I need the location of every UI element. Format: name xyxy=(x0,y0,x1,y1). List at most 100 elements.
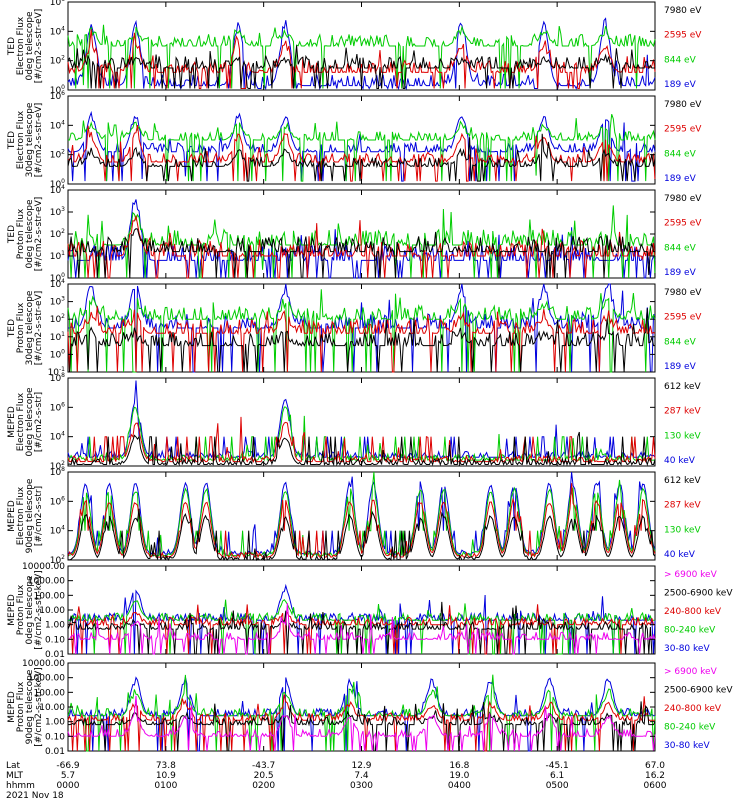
y-tick-base: 10 xyxy=(50,333,62,343)
y-axis-label-line: 0deg telescope xyxy=(25,11,35,81)
y-axis-label-line: [#/cm2-s-str] xyxy=(34,392,44,452)
legend-entry: > 6900 keV xyxy=(664,570,718,580)
y-tick-exponent: 4 xyxy=(61,25,65,32)
series-line-3 xyxy=(67,406,655,462)
x-tick-lat: -66.9 xyxy=(56,761,80,771)
y-tick-base: 10 xyxy=(50,433,62,443)
series-line-3 xyxy=(68,114,656,182)
y-tick-exponent: 4 xyxy=(61,431,65,438)
y-axis-label: MEPEDElectron Flux0deg telescope[#/cm2-s… xyxy=(7,387,44,457)
y-axis-label-line: Electron Flux xyxy=(16,486,26,545)
y-tick-base: 10 xyxy=(50,86,62,96)
legend-entry: 80-240 keV xyxy=(664,723,716,733)
y-tick-label: 1.00 xyxy=(45,621,65,631)
y-axis-label: TEDProton Flux30deg telescope[#/cm2-s-st… xyxy=(7,290,44,365)
x-tick-lat: 16.8 xyxy=(449,761,469,771)
legend-entry: 189 eV xyxy=(664,362,697,372)
y-axis-label-line: [#/cm2-s-str-keV] xyxy=(34,667,44,746)
x-tick-mlt: 6.1 xyxy=(550,771,564,781)
y-axis-label: MEPEDProton Flux0deg telescope[#/cm2-s-s… xyxy=(7,570,44,649)
x-tick-lat: 73.8 xyxy=(156,761,176,771)
y-tick-exponent: 4 xyxy=(61,184,65,191)
legend-entry: 287 keV xyxy=(664,501,701,511)
y-tick-base: 10 xyxy=(50,151,62,161)
legend-entry: 40 keV xyxy=(664,550,696,560)
series-line-4 xyxy=(67,471,656,556)
y-tick-label: 108 xyxy=(50,466,65,478)
y-axis-label: TEDProton Flux0deg telescope[#/cm2-s-str… xyxy=(7,197,44,272)
y-tick-base: 10 xyxy=(50,462,62,472)
y-tick-base: 10 xyxy=(50,298,62,308)
y-tick-exponent: 0 xyxy=(61,178,65,185)
series-line-2 xyxy=(67,125,656,182)
x-row-label-mlt: MLT xyxy=(6,771,24,781)
y-axis-label-line: [#/cm2-s-str-eV] xyxy=(34,197,44,272)
y-tick-label: 10.00 xyxy=(39,606,65,616)
y-tick-label: 104 xyxy=(50,119,65,131)
y-axis-label-line: Proton Flux xyxy=(16,681,26,732)
x-tick-hhmm: 0200 xyxy=(252,781,275,791)
series-line-3 xyxy=(67,694,655,752)
y-tick-exponent: 2 xyxy=(61,149,65,156)
y-tick-label: 101 xyxy=(50,250,65,262)
y-tick-label: 0.01 xyxy=(45,747,65,757)
x-tick-hhmm: 0100 xyxy=(154,781,177,791)
y-tick-base: 10 xyxy=(50,497,62,507)
y-tick-exponent: 4 xyxy=(61,278,65,285)
y-tick-label: 102 xyxy=(50,149,65,161)
y-axis-label-line: [#/cm2-s-str-eV] xyxy=(34,103,44,178)
series-line-5 xyxy=(68,583,656,655)
legend-entry: 40 keV xyxy=(664,456,696,466)
series-line-2 xyxy=(67,29,656,89)
y-tick-label: 106 xyxy=(50,90,65,102)
y-tick-exponent: 0 xyxy=(61,84,65,91)
x-tick-mlt: 10.9 xyxy=(156,771,176,781)
x-date-label: 2021 Nov 18 xyxy=(6,791,64,800)
y-tick-exponent: 2 xyxy=(61,460,65,467)
y-tick-exponent: 0 xyxy=(61,348,65,355)
y-tick-base: 10 xyxy=(48,368,60,378)
y-tick-label: 104 xyxy=(50,278,65,290)
y-tick-label: 102 xyxy=(50,460,65,472)
y-axis-label-line: 0deg telescope xyxy=(25,387,35,457)
y-tick-label: 100 xyxy=(50,272,65,284)
legend-entry: 2500-6900 keV xyxy=(664,686,733,696)
series-line-1 xyxy=(67,228,655,279)
y-axis-label: MEPEDProton Flux90deg telescope[#/cm2-s-… xyxy=(7,667,44,746)
series-line-4 xyxy=(67,199,656,279)
legend-entry: 130 keV xyxy=(664,525,701,535)
series-line-4 xyxy=(67,674,656,752)
y-tick-base: 10 xyxy=(50,468,62,478)
legend-entry: 2595 eV xyxy=(664,219,702,229)
y-tick-label: 106 xyxy=(50,401,65,413)
y-tick-exponent: 6 xyxy=(61,90,65,97)
x-tick-mlt: 7.4 xyxy=(354,771,369,781)
y-tick-label: 0.10 xyxy=(45,635,65,645)
y-tick-base: 10 xyxy=(50,374,62,384)
y-axis-label-line: Proton Flux xyxy=(16,584,26,635)
y-tick-label: 104 xyxy=(50,184,65,196)
y-tick-label: 106 xyxy=(50,0,65,8)
y-axis-label-line: [#/cm2-s-str] xyxy=(34,486,44,546)
y-tick-label: 106 xyxy=(50,495,65,507)
legend-entry: 189 eV xyxy=(664,174,697,184)
y-tick-exponent: 3 xyxy=(61,296,65,303)
y-axis-label-line: 30deg telescope xyxy=(25,290,35,365)
y-tick-label: 102 xyxy=(50,228,65,240)
y-tick-base: 10 xyxy=(50,121,62,131)
legend-entry: 240-800 keV xyxy=(664,704,722,714)
series-line-3 xyxy=(68,205,656,279)
x-tick-hhmm: 0400 xyxy=(448,781,471,791)
series-line-1 xyxy=(67,695,656,752)
y-axis-label-line: 0deg telescope xyxy=(25,575,35,645)
y-tick-label: 104 xyxy=(50,431,65,443)
y-tick-exponent: 2 xyxy=(61,313,65,320)
y-axis-label-line: [#/cm2-s-str-eV] xyxy=(34,9,44,84)
y-tick-label: 103 xyxy=(50,296,65,308)
